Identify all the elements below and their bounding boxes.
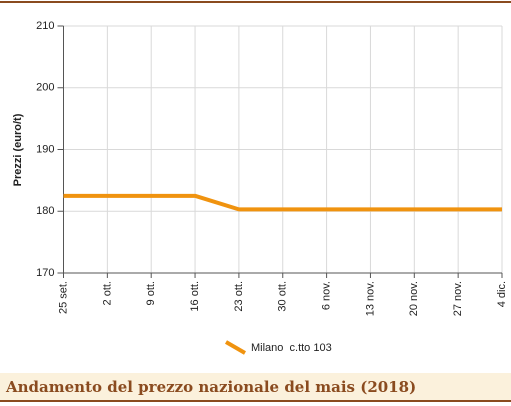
line-series bbox=[63, 193, 502, 212]
y-axis-label: Prezzi (euro/t) bbox=[12, 113, 24, 186]
x-tick-label: 16 ott. bbox=[189, 281, 201, 312]
chart-title: Andamento del prezzo nazionale del mais … bbox=[5, 378, 416, 396]
x-tick-label: 25 set. bbox=[57, 281, 69, 314]
x-tick-label: 23 ott. bbox=[233, 281, 245, 312]
x-tick-label: 13 nov. bbox=[364, 281, 376, 316]
y-tick-label: 210 bbox=[36, 20, 54, 32]
x-tick-label: 9 ott. bbox=[145, 281, 157, 305]
x-tick-label: 20 nov. bbox=[408, 281, 420, 316]
legend-label: Milano c.tto 103 bbox=[251, 342, 332, 354]
x-tick-label: 27 nov. bbox=[452, 281, 464, 316]
x-tick-label: 4 dic. bbox=[496, 281, 508, 307]
x-tick-label: 30 ott. bbox=[277, 281, 289, 312]
title-band bbox=[0, 373, 511, 401]
y-tick-label: 170 bbox=[36, 267, 54, 279]
x-tick-label: 2 ott. bbox=[101, 281, 113, 305]
y-tick-label: 190 bbox=[36, 143, 54, 155]
y-tick-label: 200 bbox=[36, 82, 54, 94]
y-tick-label: 180 bbox=[36, 205, 54, 217]
legend-swatch bbox=[224, 340, 247, 355]
x-tick-label: 6 nov. bbox=[321, 281, 333, 310]
